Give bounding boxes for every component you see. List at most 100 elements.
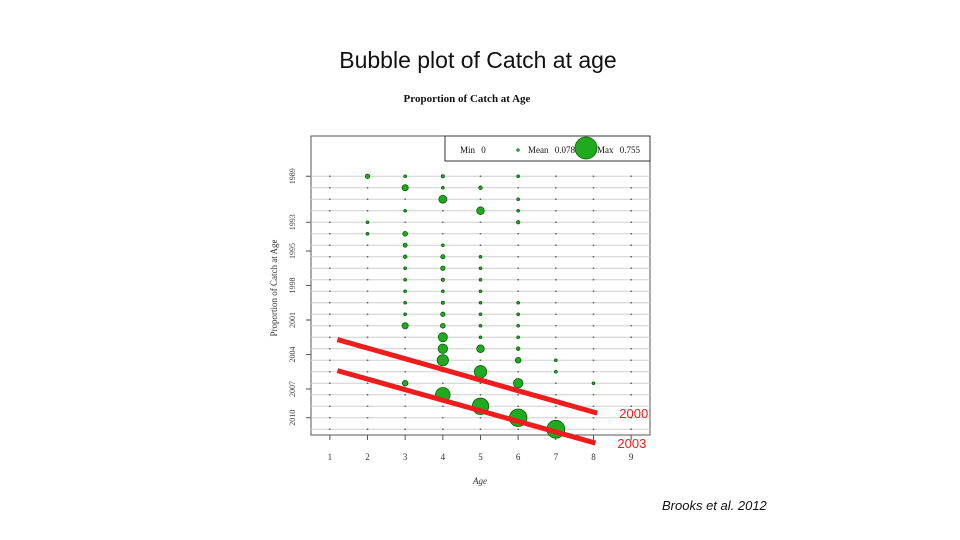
- grid-dot: [592, 290, 595, 293]
- grid-dot: [517, 267, 520, 270]
- bubble-point: [403, 266, 407, 271]
- bubble-point: [478, 312, 483, 317]
- grid-dot: [328, 324, 331, 327]
- grid-dot: [328, 244, 331, 247]
- grid-dot: [592, 359, 595, 362]
- grid-dot: [328, 359, 331, 362]
- y-tick-label: 2004: [288, 347, 297, 363]
- grid-dot: [554, 393, 557, 396]
- x-tick-label: 2: [365, 452, 370, 462]
- grid-dot: [554, 278, 557, 281]
- bubble-point: [440, 311, 446, 317]
- grid-dot: [328, 347, 331, 350]
- grid-dot: [592, 428, 595, 431]
- grid-dot: [328, 267, 331, 270]
- grid-dot: [592, 324, 595, 327]
- legend-box: [444, 135, 651, 162]
- grid-dot: [630, 278, 633, 281]
- slide-title: Bubble plot of Catch at age: [339, 47, 617, 73]
- grid-dot: [630, 232, 633, 235]
- grid-dot: [630, 198, 633, 201]
- grid-dot: [554, 186, 557, 189]
- grid-dot: [404, 221, 407, 224]
- y-tick-label: 2001: [288, 312, 297, 328]
- trend-lines: 2000 2003: [336, 337, 648, 451]
- grid-dot: [328, 221, 331, 224]
- grid-dot: [554, 267, 557, 270]
- bubble-point: [403, 312, 407, 317]
- y-tick-label: 2010: [288, 410, 297, 426]
- grid-dot: [630, 267, 633, 270]
- grid-dot: [630, 347, 633, 350]
- y-tick-label: 1989: [288, 168, 297, 184]
- grid-dot: [554, 255, 557, 258]
- y-tick-label: 1998: [288, 278, 297, 294]
- bubble-point: [554, 358, 558, 363]
- bubble-point: [516, 312, 520, 317]
- grid-dot: [592, 221, 595, 224]
- grid-dot: [366, 209, 369, 212]
- trend-line: [336, 337, 598, 416]
- grid-dot: [517, 393, 520, 396]
- bubble-point: [554, 369, 558, 374]
- grid-dot: [592, 175, 595, 178]
- grid-dot: [328, 209, 331, 212]
- grid-dot: [404, 428, 407, 431]
- grid-dot: [630, 313, 633, 316]
- x-tick-label: 8: [591, 452, 596, 462]
- bubble-point: [403, 289, 407, 294]
- grid-dot: [554, 405, 557, 408]
- x-tick-label: 4: [441, 452, 446, 462]
- x-axis-ticks: 1 2 3 4 5 6 7 8 9: [328, 435, 634, 462]
- grid-dot: [366, 244, 369, 247]
- grid-dot: [441, 209, 444, 212]
- bubble-point: [437, 332, 448, 343]
- grid-dot: [366, 359, 369, 362]
- grid-dot: [592, 313, 595, 316]
- grid-dot: [554, 244, 557, 247]
- y-axis-ticks: 1989 1993 1995 1998 2001 2004 2007 2010: [288, 168, 311, 426]
- bubble-point: [402, 242, 408, 248]
- grid-dot: [366, 301, 369, 304]
- grid-dot: [404, 370, 407, 373]
- grid-dot: [630, 290, 633, 293]
- grid-dot: [328, 393, 331, 396]
- grid-dot: [441, 416, 444, 419]
- legend-min-value: 0: [481, 145, 486, 155]
- grid-dot: [366, 198, 369, 201]
- grid-dot: [479, 359, 482, 362]
- grid-dot: [592, 301, 595, 304]
- citation: Brooks et al. 2012: [662, 498, 767, 513]
- trend-line: [336, 368, 597, 446]
- bubble-point: [401, 322, 409, 330]
- grid-dot: [328, 370, 331, 373]
- grid-dot: [479, 393, 482, 396]
- bubble-point: [478, 266, 483, 271]
- bubble-point: [364, 173, 371, 179]
- grid-dot: [366, 255, 369, 258]
- bubble-point: [441, 185, 445, 190]
- grid-dot: [366, 267, 369, 270]
- svg-text:Min 0: Min 0: [460, 145, 486, 155]
- bubble-point: [440, 265, 446, 271]
- y-tick-label: 2007: [288, 381, 297, 397]
- grid-dot: [479, 244, 482, 247]
- grid-dot: [592, 370, 595, 373]
- legend-mean-marker: [516, 148, 520, 152]
- bubble-point: [440, 322, 446, 329]
- bubble-point: [440, 300, 445, 305]
- grid-dot: [630, 175, 633, 178]
- grid-dot: [554, 221, 557, 224]
- grid-dot: [366, 278, 369, 281]
- grid-dot: [441, 221, 444, 224]
- grid-dot: [630, 405, 633, 408]
- grid-dot: [328, 405, 331, 408]
- bubble-point: [402, 230, 408, 237]
- grid-dot: [328, 313, 331, 316]
- bubble-point: [516, 323, 520, 328]
- grid-dot: [554, 301, 557, 304]
- legend: Min 0 Mean 0.078 Max 0.755: [444, 135, 651, 162]
- bubble-point: [516, 300, 520, 305]
- grid-dot: [630, 382, 633, 385]
- x-tick-label: 3: [403, 452, 408, 462]
